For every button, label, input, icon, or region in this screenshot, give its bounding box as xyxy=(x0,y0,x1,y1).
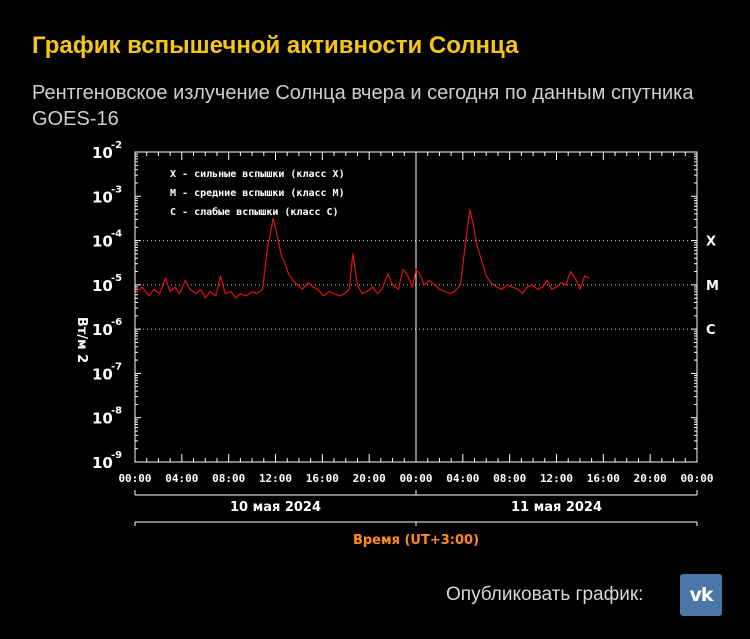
legend-entry: X - сильные вспышки (класс X) xyxy=(170,169,345,180)
flux-series-line xyxy=(134,209,590,299)
y-tick-exponent: -5 xyxy=(111,273,122,284)
y-tick-label: 10 xyxy=(92,188,113,206)
x-tick-label: 04:00 xyxy=(446,472,479,485)
day-label: 11 мая 2024 xyxy=(511,500,602,515)
x-tick-label: 00:00 xyxy=(399,472,432,485)
y-tick-exponent: -8 xyxy=(111,406,122,417)
y-axis-title: Вт/м 2 xyxy=(74,317,89,363)
y-tick-exponent: -9 xyxy=(111,450,122,461)
y-tick-exponent: -2 xyxy=(111,140,122,151)
y-tick-label: 10 xyxy=(92,454,113,472)
y-tick-exponent: -4 xyxy=(111,229,122,240)
page-title: График вспышечной активности Солнца xyxy=(32,32,519,59)
y-tick-label: 10 xyxy=(92,277,113,295)
x-tick-label: 08:00 xyxy=(212,472,245,485)
x-tick-label: 12:00 xyxy=(540,472,573,485)
legend-entry: M - средние вспышки (класс M) xyxy=(170,188,345,199)
x-tick-label: 16:00 xyxy=(587,472,620,485)
page-subtitle: Рентгеновское излучение Солнца вчера и с… xyxy=(32,82,694,130)
y-tick-label: 10 xyxy=(92,365,113,383)
x-tick-label: 04:00 xyxy=(165,472,198,485)
x-tick-label: 12:00 xyxy=(259,472,292,485)
class-level-label: C xyxy=(706,323,716,338)
class-level-label: X xyxy=(706,235,716,250)
vk-icon: vk xyxy=(689,584,713,606)
y-tick-exponent: -3 xyxy=(111,184,122,195)
vk-share-button[interactable]: vk xyxy=(680,574,722,616)
y-tick-label: 10 xyxy=(92,321,113,339)
x-axis-title: Время (UT+3:00) xyxy=(353,533,479,548)
x-tick-label: 00:00 xyxy=(118,472,151,485)
y-tick-exponent: -7 xyxy=(111,361,122,372)
x-tick-label: 16:00 xyxy=(306,472,339,485)
y-tick-label: 10 xyxy=(92,144,113,162)
x-tick-label: 08:00 xyxy=(493,472,526,485)
publish-label: Опубликовать график: xyxy=(446,584,644,605)
y-tick-exponent: -6 xyxy=(111,317,122,328)
x-tick-label: 20:00 xyxy=(353,472,386,485)
y-tick-label: 10 xyxy=(92,410,113,428)
class-level-label: M xyxy=(706,279,719,294)
x-tick-label: 00:00 xyxy=(680,472,713,485)
day-label: 10 мая 2024 xyxy=(230,500,321,515)
y-tick-label: 10 xyxy=(92,233,113,251)
x-tick-label: 20:00 xyxy=(634,472,667,485)
chart-root: XMC10-210-310-410-510-610-710-810-9Вт/м … xyxy=(74,140,719,548)
legend-entry: C - слабые вспышки (класс C) xyxy=(170,206,339,218)
